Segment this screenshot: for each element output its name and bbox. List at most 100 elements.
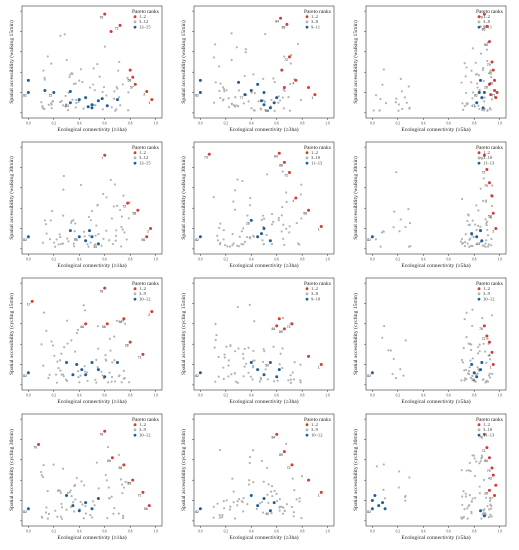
red-point [277, 317, 281, 321]
gray-point [44, 511, 48, 514]
gray-point [42, 69, 45, 72]
gray-point [117, 69, 120, 72]
red-point [487, 488, 491, 492]
x-tick-label: 0.0 [26, 122, 31, 126]
blue-point [249, 493, 253, 497]
legend-entry: 3–10 [483, 155, 493, 160]
gray-point [128, 381, 131, 384]
red-point [133, 82, 137, 86]
point-label: 58 [127, 78, 131, 82]
red-point [290, 463, 294, 467]
x-axis-label: Ecological connectivity (≥5ha) [401, 262, 470, 269]
gray-point [486, 228, 489, 232]
gray-point [463, 318, 466, 321]
gray-point [59, 34, 62, 37]
gray-point [248, 479, 251, 482]
gray-point [300, 517, 303, 520]
gray-point [270, 242, 274, 246]
gray-point [474, 73, 478, 76]
gray-point [382, 488, 385, 491]
gray-point [466, 219, 469, 223]
gray-point [75, 476, 78, 480]
point-label: 76 [479, 156, 483, 160]
legend-entry: 1–2 [311, 286, 319, 291]
gray-point [110, 495, 113, 498]
legend-title: Pareto ranks [132, 145, 159, 151]
legend-marker [477, 428, 481, 432]
gray-point [477, 209, 480, 212]
legend-marker [305, 25, 309, 29]
gray-point [273, 80, 276, 84]
gray-point [277, 101, 280, 104]
point-label: 7 [101, 156, 103, 160]
y-axis-label: Spatial accessibility (cycling 30min) [352, 429, 359, 511]
gray-point [214, 380, 217, 383]
gray-point [465, 66, 468, 69]
blue-point [84, 373, 88, 377]
gray-point [66, 319, 69, 322]
gray-point [96, 63, 99, 66]
x-tick-label: 0.2 [52, 530, 57, 534]
gray-point [47, 103, 50, 106]
gray-point [488, 106, 492, 110]
gray-point [281, 347, 284, 350]
x-tick-label: 0.2 [396, 530, 401, 534]
gray-point [464, 495, 467, 498]
gray-point [484, 218, 487, 221]
gray-point [264, 368, 267, 371]
point-label: 89 [279, 453, 283, 457]
point-label: 2 [143, 93, 145, 97]
legend-marker [477, 423, 481, 427]
gray-point [469, 237, 472, 240]
blue-point [68, 101, 72, 105]
gray-point [72, 245, 76, 248]
gray-point [233, 372, 237, 375]
red-point [307, 85, 311, 89]
x-tick-label: 0.8 [128, 122, 133, 126]
gray-point [407, 85, 410, 88]
point-label: 82 [474, 94, 478, 98]
red-point [207, 152, 211, 156]
red-point [147, 504, 151, 508]
scatter-panel: 0.0 0.2 0.4 0.6 0.8 1.0 Ecological connectivit… [172, 408, 344, 544]
gray-point [229, 344, 232, 347]
point-label: 84 [271, 327, 275, 331]
legend-marker [133, 156, 137, 160]
x-tick-label: 0.8 [300, 122, 305, 126]
point-label: 15 [49, 94, 53, 98]
gray-point [50, 340, 53, 343]
legend-marker [477, 292, 481, 296]
gray-point [128, 201, 131, 204]
x-tick-label: 0.4 [421, 394, 426, 398]
red-point [282, 450, 286, 454]
gray-point [485, 224, 488, 227]
point-label: 72 [482, 337, 486, 341]
blue-point [479, 78, 483, 82]
gray-point [66, 342, 69, 345]
gray-point [295, 498, 298, 501]
gray-point [100, 370, 103, 373]
gray-point [228, 245, 232, 248]
gray-point [464, 75, 467, 78]
gray-point [474, 496, 477, 500]
gray-point [475, 228, 478, 231]
red-point [279, 16, 283, 20]
blue-point [90, 507, 94, 511]
gray-point [485, 48, 489, 51]
x-tick-label: 1.0 [153, 122, 158, 126]
gray-point [102, 85, 106, 89]
point-label: 84 [275, 19, 279, 23]
gray-point [484, 381, 487, 384]
red-point [128, 340, 132, 344]
gray-point [398, 470, 401, 473]
gray-point [469, 376, 472, 379]
gray-point [227, 106, 231, 109]
blue-point [198, 235, 202, 239]
gray-point [285, 503, 288, 506]
gray-point [119, 104, 122, 107]
gray-point [402, 374, 405, 377]
gray-point [101, 374, 104, 377]
gray-point [235, 380, 238, 383]
gray-point [374, 94, 378, 97]
point-label: 76 [479, 327, 483, 331]
